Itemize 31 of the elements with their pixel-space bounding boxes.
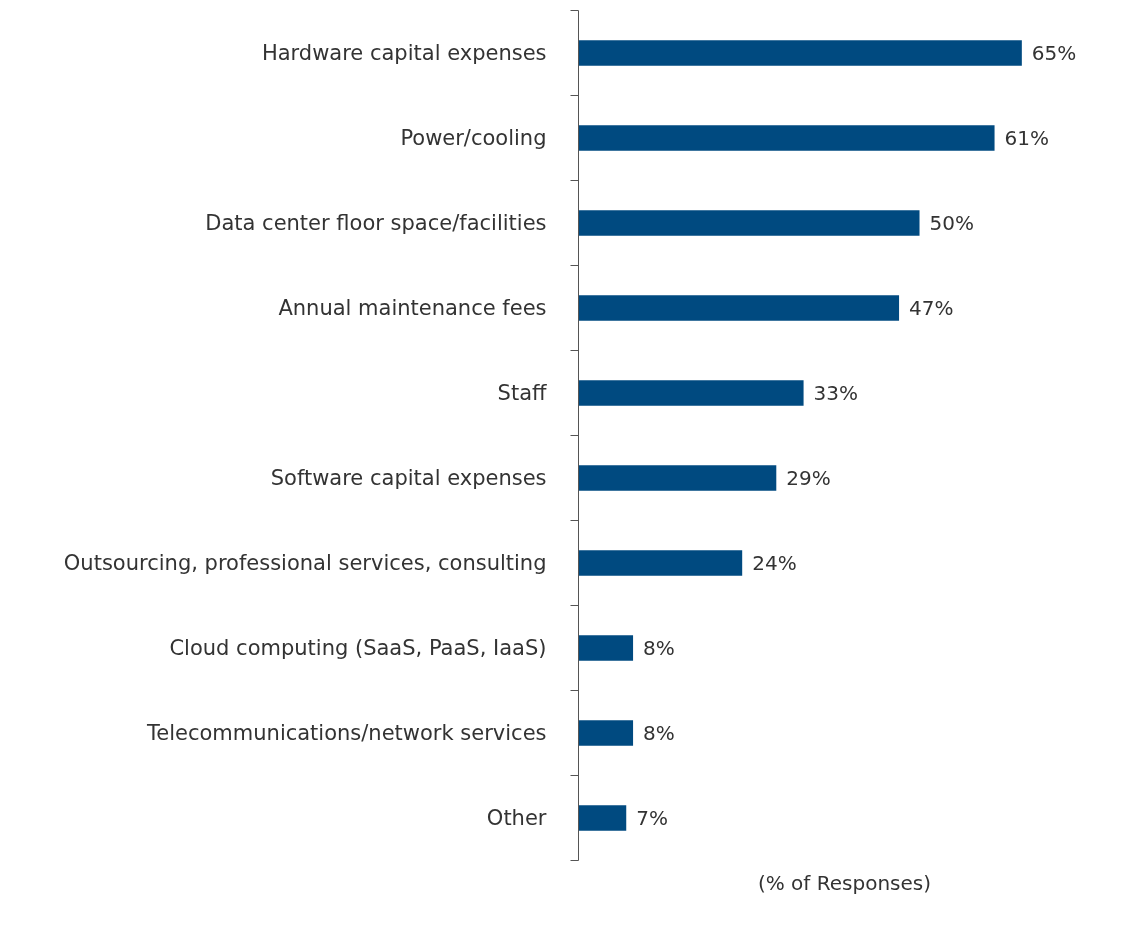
bar — [578, 720, 634, 746]
bar — [578, 125, 995, 151]
y-tick-label: Hardware capital expenses — [261, 41, 547, 65]
bar — [578, 550, 743, 576]
data-label: 47% — [909, 296, 954, 320]
data-label: 24% — [752, 551, 797, 575]
bar — [578, 380, 804, 406]
bar — [578, 635, 634, 661]
y-tick-label: Annual maintenance fees — [278, 296, 547, 320]
bar — [578, 210, 920, 236]
bar — [578, 805, 627, 831]
bar — [578, 465, 777, 491]
data-label: 61% — [1004, 126, 1049, 150]
data-label: 50% — [929, 211, 974, 235]
y-tick-label: Power/cooling — [400, 126, 547, 150]
bar — [578, 295, 900, 321]
y-tick-label: Software capital expenses — [270, 466, 547, 490]
y-tick-label: Cloud computing (SaaS, PaaS, IaaS) — [169, 636, 547, 660]
y-tick-label: Telecommunications/network services — [146, 721, 547, 745]
y-tick-label: Staff — [497, 381, 548, 405]
y-tick-label: Outsourcing, professional services, consulting — [63, 551, 547, 575]
x-axis-title: (% of Responses) — [757, 870, 932, 895]
y-tick-label: Other — [486, 806, 547, 830]
data-label: 8% — [643, 721, 675, 745]
data-label: 65% — [1031, 41, 1077, 65]
y-tick-label: Data center floor space/facilities — [205, 211, 547, 235]
data-label: 8% — [643, 636, 675, 660]
data-label: 7% — [636, 806, 668, 830]
data-label: 29% — [786, 466, 831, 490]
data-label: 33% — [813, 381, 859, 405]
bar — [578, 40, 1022, 66]
